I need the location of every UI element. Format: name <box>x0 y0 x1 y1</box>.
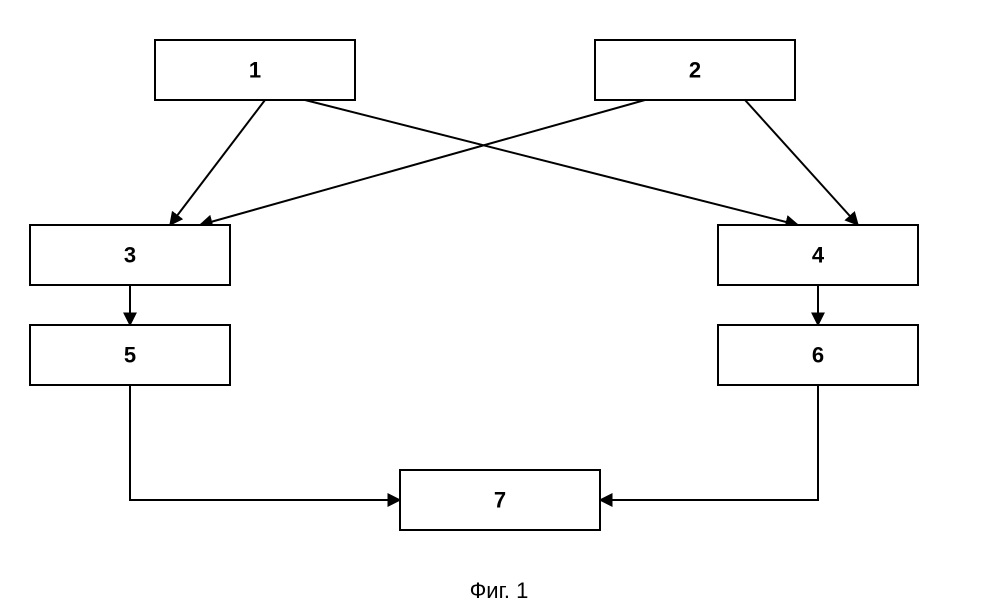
edge-n1-n3 <box>170 100 265 225</box>
node-n2: 2 <box>595 40 795 100</box>
node-label-n4: 4 <box>812 243 825 268</box>
node-n3: 3 <box>30 225 230 285</box>
node-label-n7: 7 <box>494 488 506 513</box>
node-n4: 4 <box>718 225 918 285</box>
node-label-n3: 3 <box>124 243 136 268</box>
figure-caption: Фиг. 1 <box>470 578 529 603</box>
node-label-n6: 6 <box>812 343 824 368</box>
edge-n5-n7 <box>130 385 400 500</box>
diagram-canvas: 1 2 3 4 5 6 7 Фиг. 1 <box>0 0 999 613</box>
edges-layer <box>130 100 858 500</box>
node-n5: 5 <box>30 325 230 385</box>
node-n1: 1 <box>155 40 355 100</box>
edge-n1-n4 <box>305 100 798 225</box>
edge-n2-n4 <box>745 100 858 225</box>
edge-n2-n3 <box>200 100 645 225</box>
node-label-n5: 5 <box>124 343 136 368</box>
node-n6: 6 <box>718 325 918 385</box>
edge-n6-n7 <box>600 385 818 500</box>
node-label-n1: 1 <box>249 58 261 83</box>
node-n7: 7 <box>400 470 600 530</box>
nodes-layer: 1 2 3 4 5 6 7 <box>30 40 918 530</box>
node-label-n2: 2 <box>689 58 701 83</box>
